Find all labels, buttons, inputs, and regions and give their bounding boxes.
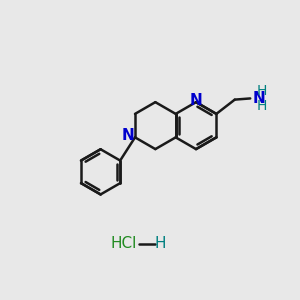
Text: H: H	[256, 84, 267, 98]
Text: H: H	[256, 99, 267, 112]
Text: N: N	[190, 93, 202, 108]
Text: H: H	[155, 236, 166, 251]
Text: HCl: HCl	[110, 236, 136, 251]
Text: N: N	[122, 128, 135, 143]
Text: N: N	[253, 91, 266, 106]
